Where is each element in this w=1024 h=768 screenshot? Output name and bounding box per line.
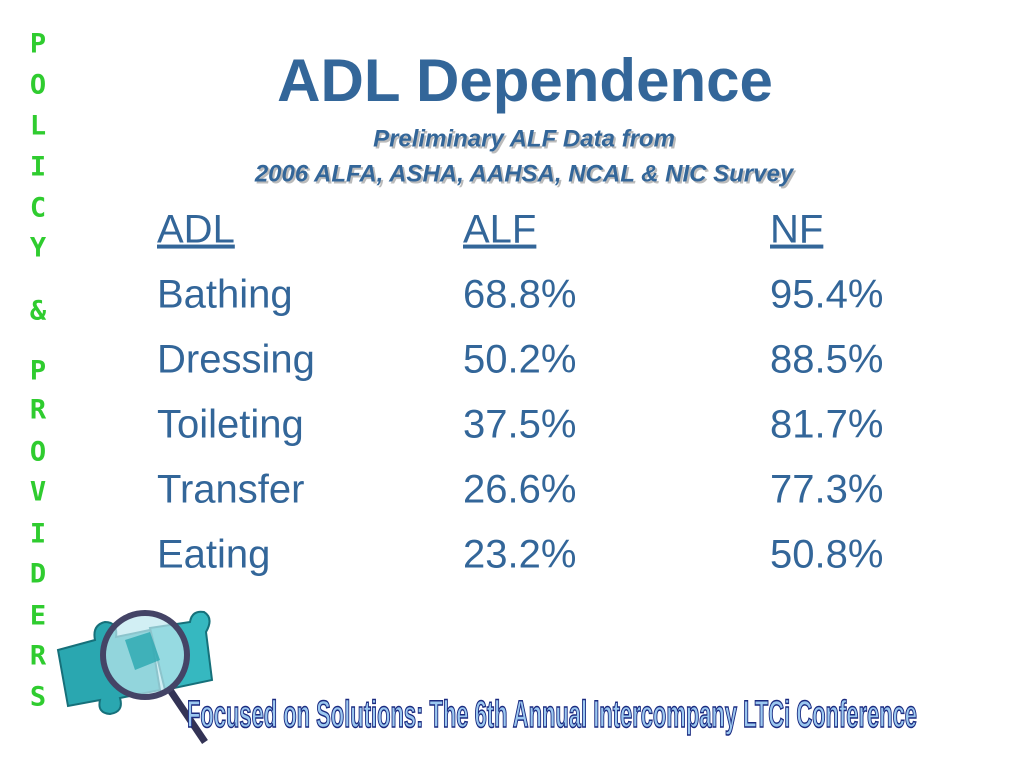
logo-icon [56, 610, 214, 744]
sidebar-letter: S [30, 682, 46, 713]
sidebar-letter: Y [30, 233, 47, 264]
table-cell: 50.8% [770, 533, 883, 577]
table-cell: Eating [157, 533, 270, 577]
sidebar-letter: L [30, 111, 46, 142]
sidebar-letter: I [30, 152, 46, 183]
table-cell: 50.2% [463, 338, 576, 382]
table-cell: 95.4% [770, 273, 883, 317]
subtitle-line: 2006 ALFA, ASHA, AAHSA, NCAL & NIC Surve… [254, 160, 795, 187]
table-cell: 26.6% [463, 468, 576, 512]
subtitle-shadow: 2006 ALFA, ASHA, AAHSA, NCAL & NIC Surve… [256, 162, 797, 189]
table-cell: 68.8% [463, 273, 576, 317]
sidebar-letter: O [30, 437, 46, 468]
sidebar-letter: C [30, 193, 46, 224]
sidebar-letter: R [30, 641, 47, 672]
table-header: NF [770, 208, 823, 252]
sidebar-letter: E [30, 601, 46, 632]
title: ADL Dependence [277, 47, 773, 114]
table-cell: Bathing [157, 273, 293, 317]
footer: Focused on Solutions: The 6th Annual Int… [187, 694, 917, 736]
table-cell: Transfer [157, 468, 304, 512]
table-cell: Toileting [157, 403, 304, 447]
table-cell: 37.5% [463, 403, 576, 447]
table-cell: 81.7% [770, 403, 883, 447]
sidebar-letter: P [30, 29, 46, 60]
table-cell: 23.2% [463, 533, 576, 577]
table-cell: 88.5% [770, 338, 883, 382]
table-cell: Dressing [157, 338, 315, 382]
table-cell: 77.3% [770, 468, 883, 512]
sidebar-letter: P [30, 356, 46, 387]
sidebar-letter: R [30, 395, 47, 426]
table-header: ADL [157, 208, 235, 252]
sidebar-letter: & [30, 296, 47, 327]
sidebar-letter: V [30, 477, 46, 508]
sidebar-letter: D [30, 559, 46, 590]
table-header: ALF [463, 208, 536, 252]
subtitle-shadow: Preliminary ALF Data from [375, 127, 677, 154]
subtitle-line: Preliminary ALF Data from [373, 125, 675, 152]
sidebar-letter: I [30, 519, 46, 550]
sidebar-letter: O [30, 70, 46, 101]
